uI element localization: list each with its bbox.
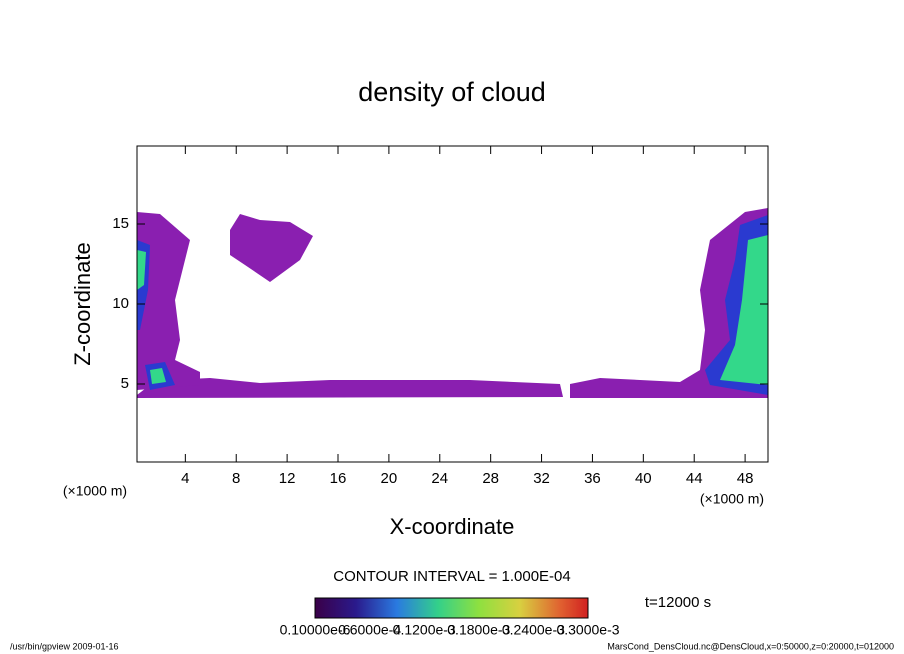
footer-left: /usr/bin/gpview 2009-01-16 (10, 641, 119, 651)
x-unit: (×1000 m) (700, 491, 764, 507)
x-axis-title: X-coordinate (390, 514, 515, 539)
chart-title: density of cloud (358, 77, 546, 107)
y-tick-label: 10 (112, 295, 129, 312)
colorbar (314, 597, 589, 619)
x-unit-left: (×1000 m) (63, 483, 127, 499)
x-tick-label: 8 (232, 470, 240, 487)
x-tick-label: 4 (181, 470, 189, 487)
colorbar-label: 0.1800e-3 (447, 622, 510, 638)
footer-right: MarsCond_DensCloud.nc@DensCloud,x=0:5000… (607, 641, 894, 651)
x-tick-label: 28 (482, 470, 499, 487)
x-tick-label: 48 (737, 470, 754, 487)
x-tick-label: 40 (635, 470, 652, 487)
x-tick-label: 36 (584, 470, 601, 487)
x-tick-label: 32 (533, 470, 550, 487)
plot-frame (136, 145, 769, 463)
y-tick-label: 5 (121, 375, 129, 392)
contour-interval: CONTOUR INTERVAL = 1.000E-04 (333, 568, 570, 585)
x-tick-label: 12 (279, 470, 296, 487)
x-tick-label: 44 (686, 470, 703, 487)
colorbar-label: 0.3000e-3 (556, 622, 619, 638)
x-tick-label: 24 (431, 470, 448, 487)
time-label: t=12000 s (645, 594, 711, 611)
colorbar-label: 0.2400e-3 (502, 622, 565, 638)
y-tick-label: 15 (112, 215, 129, 232)
field (137, 208, 768, 398)
colorbar-label: 0.1200e-3 (393, 622, 456, 638)
y-axis-title: Z-coordinate (70, 242, 95, 366)
colorbar-label: 0.10000e-6 (280, 622, 351, 638)
colorbar-label: 0.6000e-4 (338, 622, 401, 638)
x-tick-label: 16 (330, 470, 347, 487)
x-tick-label: 20 (381, 470, 398, 487)
